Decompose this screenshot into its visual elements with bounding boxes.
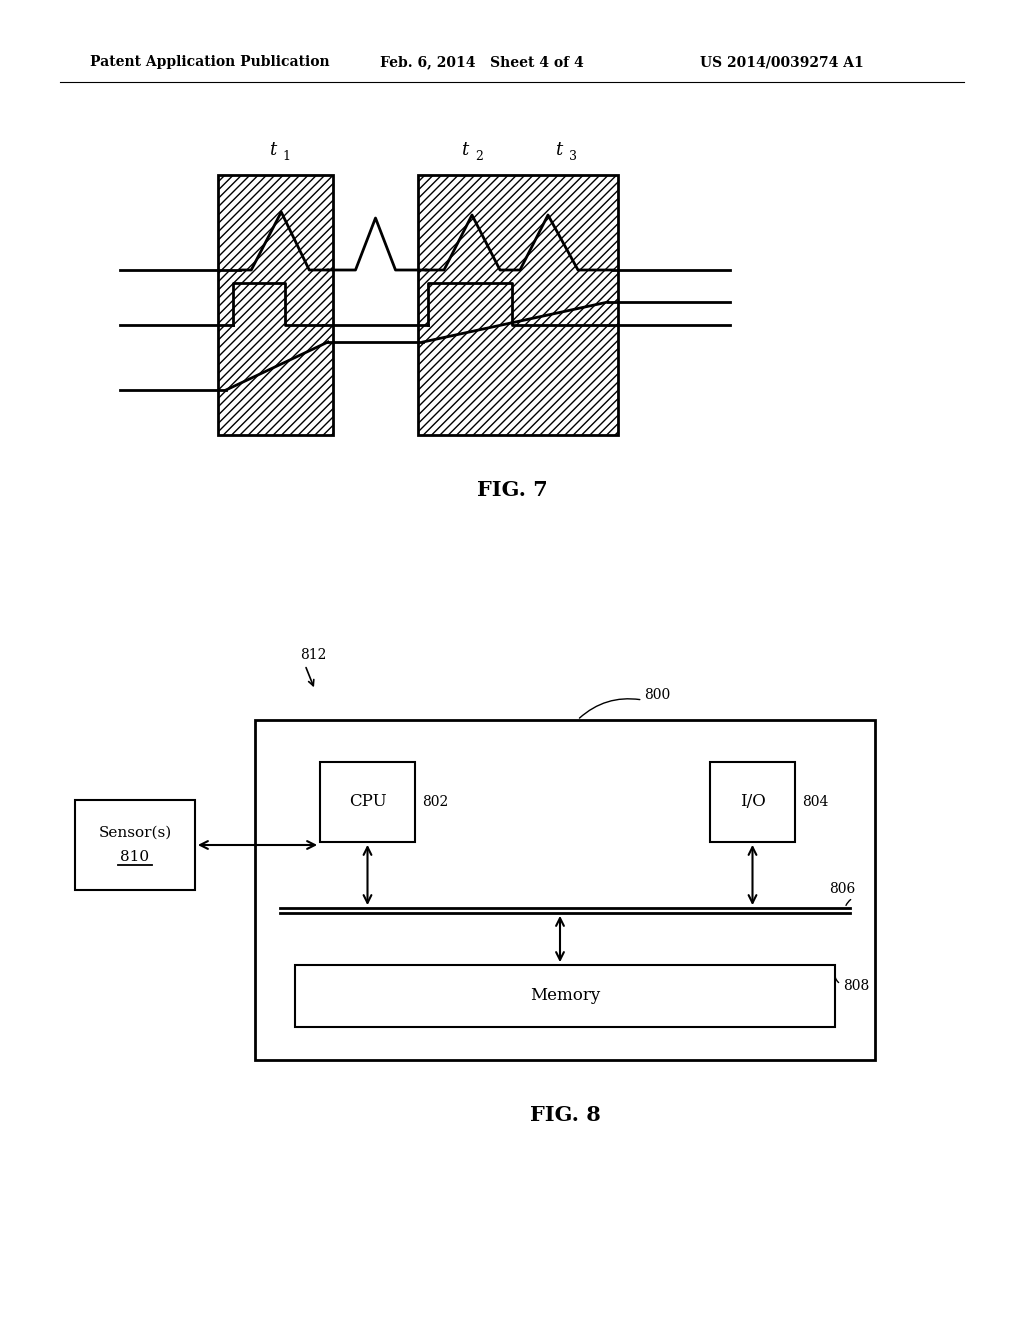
Bar: [418, 176, 618, 436]
Bar: [319, 762, 415, 842]
Text: Patent Application Publication: Patent Application Publication: [90, 55, 330, 69]
Bar: [75, 800, 195, 890]
Text: 2: 2: [475, 150, 483, 162]
Bar: [295, 965, 835, 1027]
Text: t: t: [555, 141, 562, 158]
Text: Sensor(s): Sensor(s): [98, 826, 172, 840]
Text: 810: 810: [121, 850, 150, 865]
Text: FIG. 8: FIG. 8: [529, 1105, 600, 1125]
Text: 806: 806: [828, 882, 855, 896]
Text: t: t: [269, 141, 276, 158]
Text: 802: 802: [422, 795, 449, 809]
Text: 3: 3: [569, 150, 577, 162]
Text: US 2014/0039274 A1: US 2014/0039274 A1: [700, 55, 864, 69]
Text: 800: 800: [644, 688, 671, 702]
Text: 1: 1: [283, 150, 291, 162]
Text: CPU: CPU: [349, 793, 386, 810]
Text: Feb. 6, 2014   Sheet 4 of 4: Feb. 6, 2014 Sheet 4 of 4: [380, 55, 584, 69]
Bar: [218, 176, 333, 436]
Text: Memory: Memory: [529, 987, 600, 1005]
Text: t: t: [462, 141, 469, 158]
Text: 808: 808: [843, 979, 869, 993]
Text: 804: 804: [802, 795, 828, 809]
Bar: [710, 762, 795, 842]
Text: I/O: I/O: [739, 793, 765, 810]
Text: 812: 812: [300, 648, 327, 663]
Text: FIG. 7: FIG. 7: [476, 480, 548, 500]
Bar: [255, 719, 874, 1060]
